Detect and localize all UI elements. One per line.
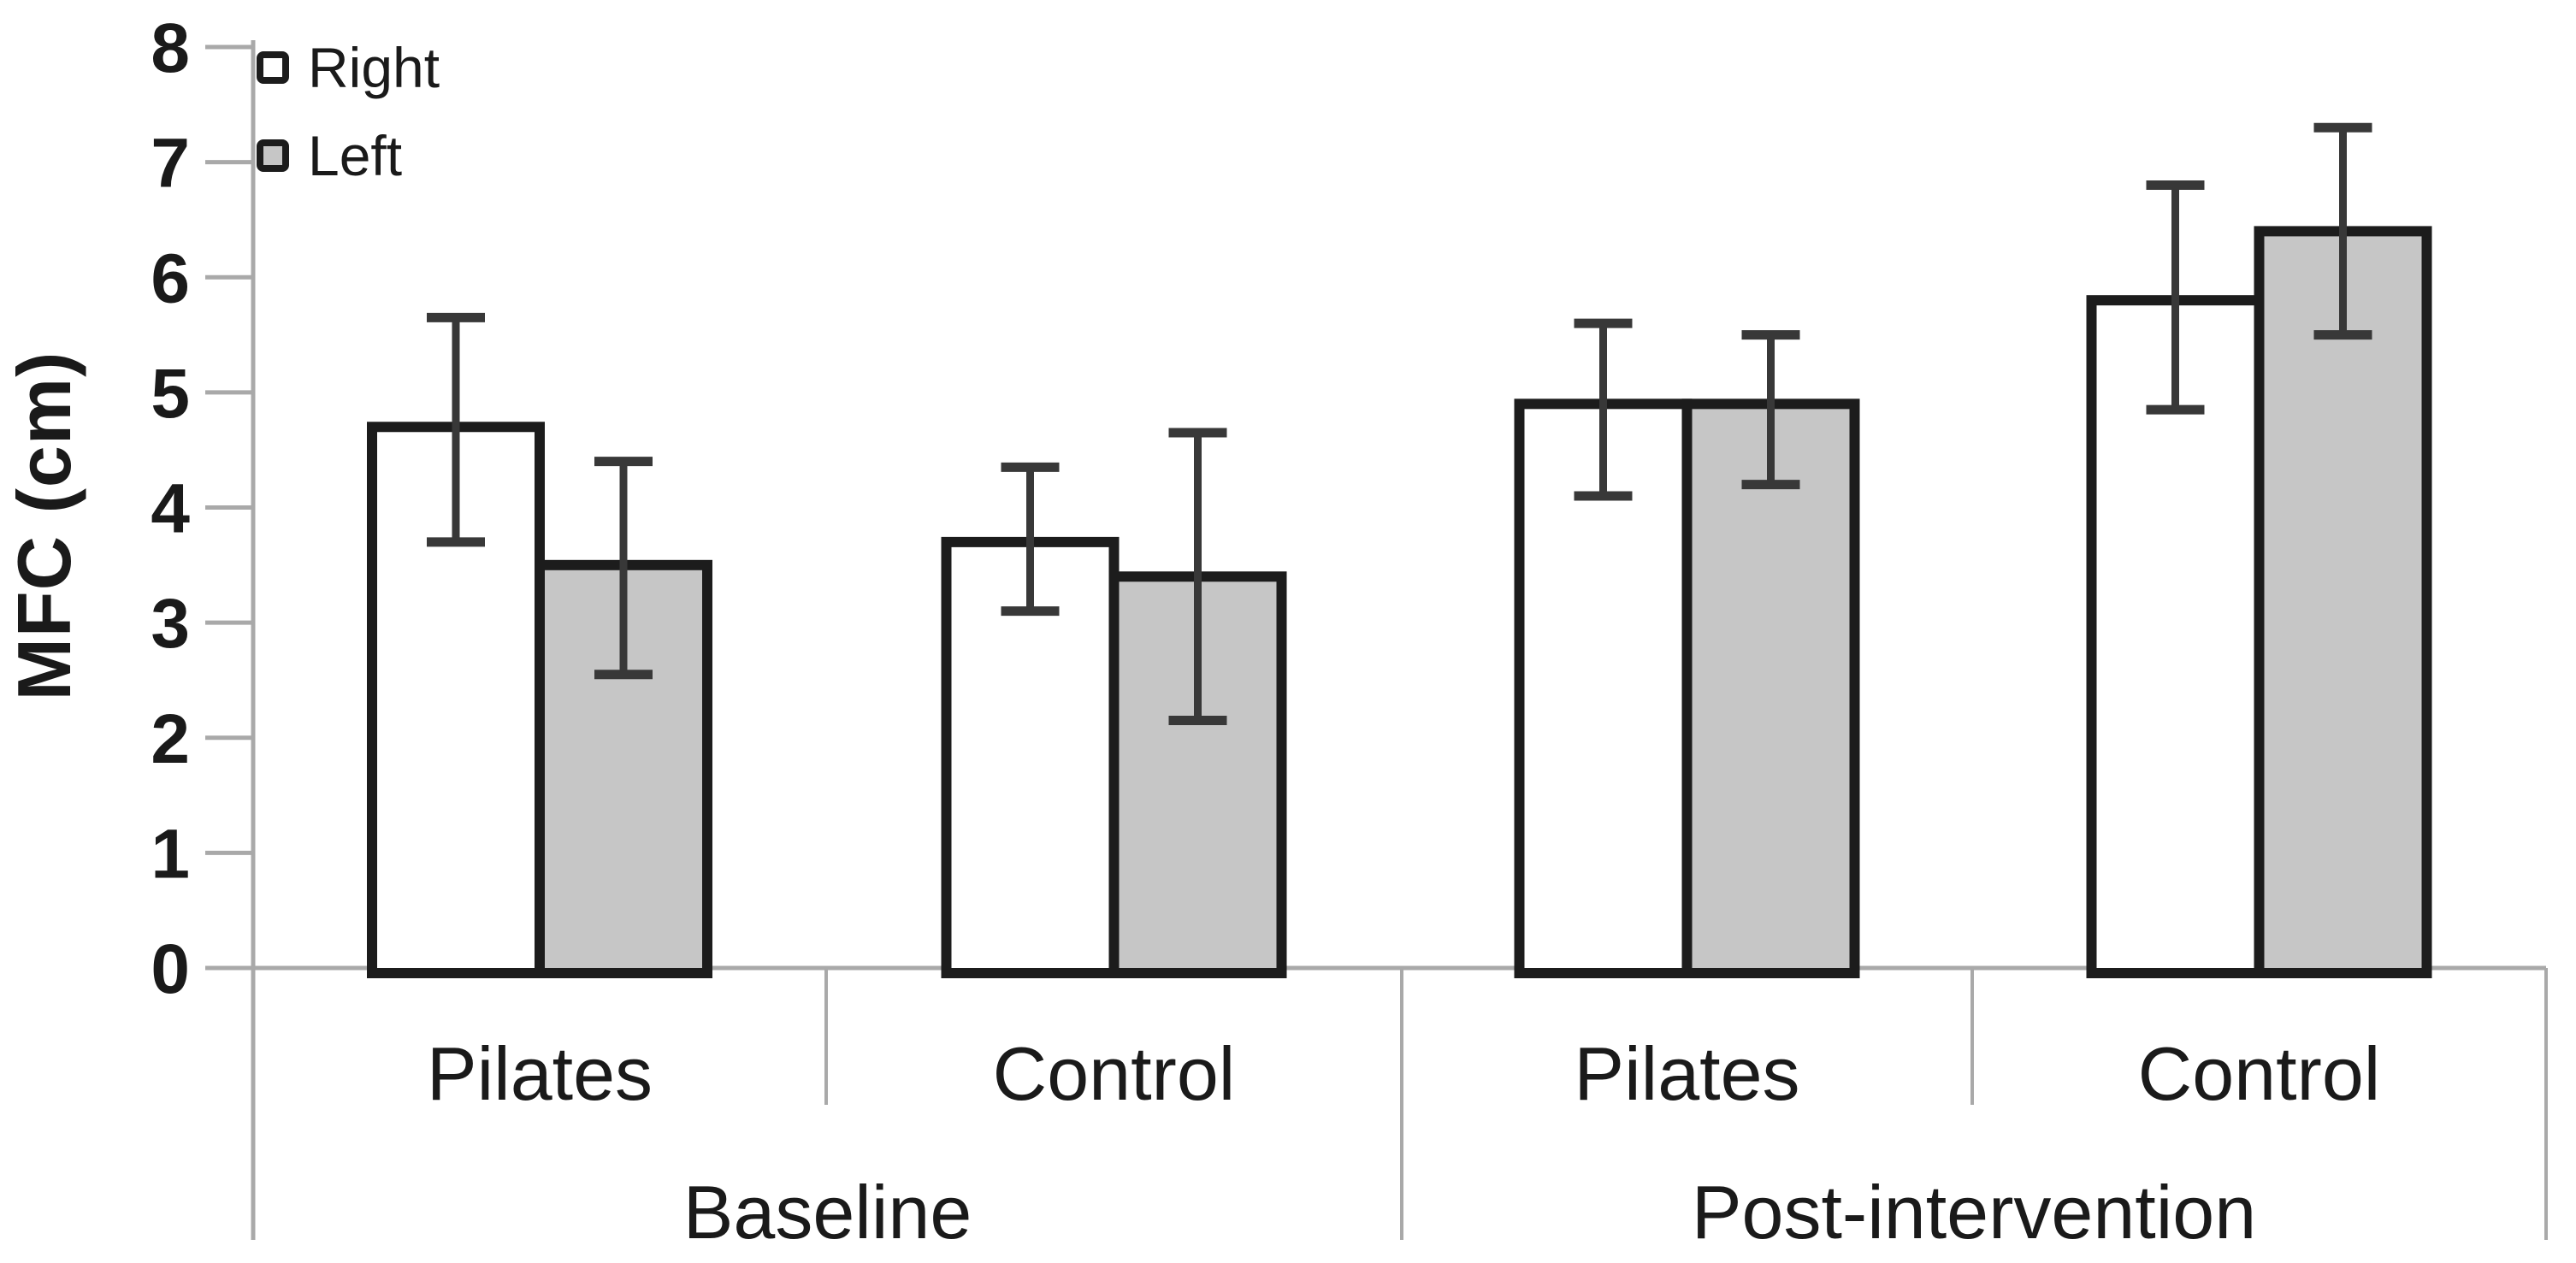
y-axis-title: MFC (cm) [2, 351, 86, 701]
legend-swatch-left [257, 139, 289, 172]
legend-item-left: Left [257, 127, 440, 184]
x-group-label: Baseline [683, 1170, 972, 1254]
x-category-label: Control [993, 1031, 1236, 1116]
x-group-label: Post-intervention [1692, 1170, 2256, 1254]
legend-item-right: Right [257, 39, 440, 96]
legend: Right Left [257, 39, 440, 219]
y-tick-label: 3 [151, 585, 190, 663]
y-tick-label: 5 [151, 355, 190, 433]
x-category-label: Pilates [427, 1031, 653, 1116]
y-tick-label: 8 [151, 9, 190, 87]
y-tick-label: 1 [151, 815, 190, 893]
y-tick-label: 7 [151, 125, 190, 203]
y-tick-label: 4 [151, 470, 190, 548]
x-category-label: Control [2138, 1031, 2381, 1116]
bar-left-control [2254, 226, 2432, 978]
y-tick-label: 2 [151, 700, 190, 778]
legend-swatch-right [257, 51, 289, 84]
y-tick-label: 6 [151, 239, 190, 317]
legend-label-right: Right [308, 36, 440, 99]
legend-label-left: Left [308, 124, 403, 187]
bar-left-pilates [1681, 398, 1860, 978]
x-category-label: Pilates [1574, 1031, 1799, 1116]
y-tick-label: 0 [151, 930, 190, 1008]
